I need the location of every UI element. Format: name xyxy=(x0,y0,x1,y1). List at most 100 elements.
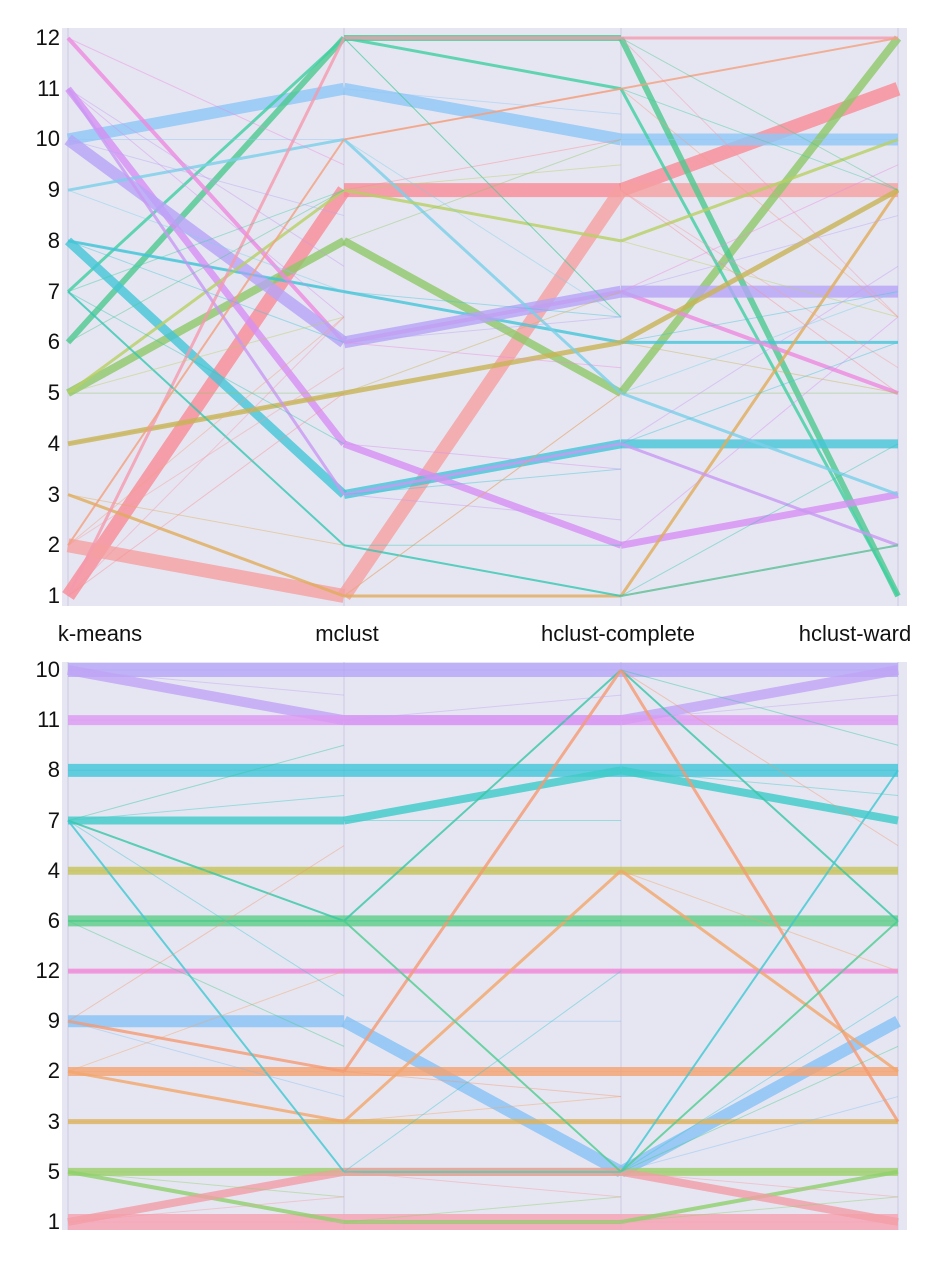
flow-thin-line xyxy=(67,88,345,267)
flow-thin-line xyxy=(67,189,345,343)
y-tick-label: 10 xyxy=(35,126,60,152)
flow-thin-line xyxy=(343,970,622,1173)
flow-thin-line xyxy=(343,139,622,318)
flow-segment xyxy=(342,138,623,395)
flow-segment xyxy=(619,187,900,345)
flow-thin-line xyxy=(67,392,345,597)
flow-thin-line xyxy=(620,164,899,293)
flow-segment xyxy=(64,237,348,498)
flow-thin-line xyxy=(67,794,345,822)
flow-segment xyxy=(620,391,899,496)
y-tick-label: 3 xyxy=(47,481,60,507)
bottom-parallel-categories-plot xyxy=(62,662,907,1230)
y-tick-label: 6 xyxy=(47,907,60,933)
flow-thin-line xyxy=(343,291,622,394)
flow-thin-line xyxy=(67,240,345,343)
flow-thin-line xyxy=(620,870,899,972)
flow-segment xyxy=(343,442,622,497)
flow-thin-line xyxy=(620,544,899,597)
flow-thin-line xyxy=(67,392,345,445)
flow-thin-line xyxy=(343,1196,622,1223)
flow-segment xyxy=(620,442,899,547)
flow-thin-line xyxy=(620,443,899,597)
flow-thin-line xyxy=(343,37,622,318)
flow-segment xyxy=(67,665,345,726)
y-tick-label: 12 xyxy=(35,958,60,984)
axis-name-hclust-ward: hclust-ward xyxy=(798,621,912,646)
flow-segment xyxy=(67,138,345,546)
flow-thin-line xyxy=(620,37,899,191)
flow-segment xyxy=(618,1016,901,1178)
flow-segment xyxy=(619,669,900,1123)
flow-segment xyxy=(338,186,627,600)
flow-thin-line xyxy=(343,341,622,369)
flow-segment xyxy=(67,1019,345,1073)
flow-thin-line xyxy=(67,189,345,293)
flow-segment xyxy=(620,37,899,90)
flow-thin-line xyxy=(343,1070,622,1098)
flow-thin-line xyxy=(620,769,899,796)
flow-ribbon xyxy=(67,37,899,546)
flow-thin-line xyxy=(620,1096,899,1173)
flow-segment xyxy=(343,87,622,141)
flow-segment xyxy=(620,920,899,1173)
flow-segment xyxy=(66,82,346,146)
flow-thin-line xyxy=(67,316,345,597)
flow-thin-line xyxy=(620,189,899,369)
flow-thin-line xyxy=(67,138,345,217)
flow-thin-line xyxy=(343,1096,622,1123)
flow-thin-line xyxy=(67,920,345,1047)
y-tick-label: 1 xyxy=(47,583,60,608)
flow-thin-line xyxy=(67,1196,345,1223)
y-tick-label: 7 xyxy=(47,278,60,304)
flow-thin-line xyxy=(620,669,899,847)
flow-segment xyxy=(343,669,622,922)
flow-thin-line xyxy=(67,820,345,997)
flow-thin-line xyxy=(620,1196,899,1223)
flow-thin-line xyxy=(620,88,899,191)
flow-thin-line xyxy=(620,265,899,445)
flow-segment xyxy=(343,188,622,243)
flow-segment xyxy=(343,36,622,91)
flow-segment xyxy=(343,544,622,597)
flow-thin-line xyxy=(343,164,622,191)
flow-thin-line xyxy=(343,1171,622,1198)
y-tick-label: 11 xyxy=(37,75,60,101)
flow-thin-line xyxy=(67,88,345,318)
flow-thin-line xyxy=(620,1045,899,1173)
flow-ribbon xyxy=(67,669,899,922)
flow-thin-line xyxy=(343,316,622,343)
flow-thin-line xyxy=(343,291,622,318)
flow-thin-line xyxy=(67,37,345,166)
y-tick-label: 7 xyxy=(47,807,60,833)
flow-thin-line xyxy=(67,669,345,696)
flow-segment xyxy=(620,769,899,1173)
flow-thin-line xyxy=(620,995,899,1173)
y-tick-label: 11 xyxy=(37,707,60,733)
flow-thin-line xyxy=(67,845,345,1022)
flow-segment xyxy=(67,137,345,192)
flow-thin-line xyxy=(67,316,345,394)
flow-thin-line xyxy=(620,341,899,394)
flow-segment xyxy=(617,35,902,396)
flow-segment xyxy=(343,920,622,1173)
flow-thin-line xyxy=(343,37,622,318)
y-tick-label: 9 xyxy=(47,177,60,203)
y-tick-label: 5 xyxy=(47,380,60,406)
flow-ribbon xyxy=(67,769,899,1173)
flow-thin-line xyxy=(343,468,622,496)
flow-segment xyxy=(620,138,899,243)
axis-name-kmeans: k-means xyxy=(57,621,143,646)
flow-thin-line xyxy=(67,1020,345,1098)
flow-segment xyxy=(66,37,346,597)
y-tick-label: 1 xyxy=(47,1209,60,1234)
flow-ribbon xyxy=(67,290,899,597)
flow-thin-line xyxy=(67,316,345,546)
flow-segment xyxy=(620,289,899,395)
flow-ribbon xyxy=(64,134,898,349)
flow-segment xyxy=(66,87,346,496)
flow-ribbon xyxy=(67,669,900,1123)
flow-segment xyxy=(67,493,345,598)
flow-segment xyxy=(62,186,350,600)
y-tick-label: 6 xyxy=(47,329,60,355)
